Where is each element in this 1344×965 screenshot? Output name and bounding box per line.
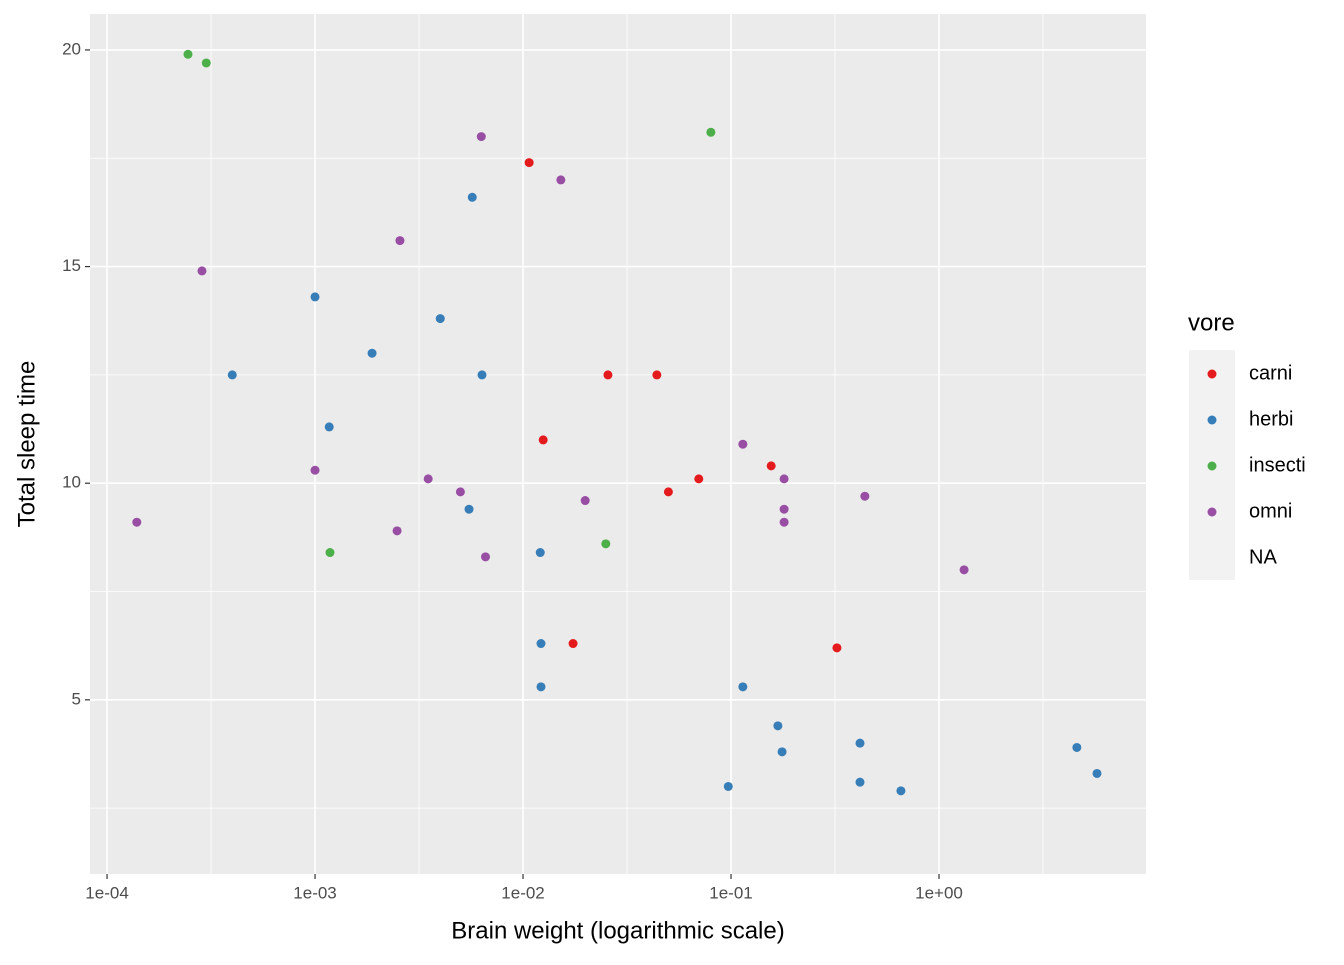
x-tick-label: 1e-01 — [709, 883, 752, 902]
point — [779, 504, 789, 514]
point — [477, 370, 487, 380]
point — [524, 158, 534, 168]
point — [694, 474, 704, 484]
point — [536, 639, 546, 649]
point — [855, 777, 865, 787]
point — [480, 552, 490, 562]
x-axis-title: Brain weight (logarithmic scale) — [451, 917, 784, 944]
point — [310, 465, 320, 475]
points — [132, 49, 1102, 796]
point — [556, 175, 566, 185]
point — [706, 127, 716, 137]
point — [455, 487, 465, 497]
point — [324, 422, 334, 432]
point — [536, 682, 546, 692]
point — [568, 639, 578, 649]
point — [663, 487, 673, 497]
legend-key — [1207, 415, 1217, 425]
point — [423, 474, 433, 484]
y-tick-label: 5 — [72, 689, 81, 708]
y-tick-label: 10 — [62, 473, 81, 492]
point — [535, 548, 545, 558]
point — [197, 266, 207, 276]
x-tick-label: 1e-04 — [85, 883, 128, 902]
point — [464, 504, 474, 514]
point — [738, 439, 748, 449]
point — [132, 517, 142, 527]
point — [435, 314, 445, 324]
legend-key — [1207, 369, 1217, 379]
y-tick-label: 15 — [62, 256, 81, 275]
x-tick-label: 1e-03 — [293, 883, 336, 902]
point — [538, 435, 548, 445]
legend-title: vore — [1188, 309, 1235, 336]
legend-label: insecti — [1249, 454, 1306, 476]
legend-key — [1207, 507, 1217, 517]
point — [227, 370, 237, 380]
point — [310, 292, 320, 302]
point — [855, 738, 865, 748]
grid — [90, 14, 1146, 874]
legend-label: carni — [1249, 362, 1292, 384]
point — [476, 132, 486, 142]
point — [1092, 768, 1102, 778]
point — [860, 491, 870, 501]
point — [392, 526, 402, 536]
point — [777, 747, 787, 757]
point — [395, 236, 405, 246]
legend-label: herbi — [1249, 408, 1293, 430]
point — [467, 192, 477, 202]
point — [201, 58, 211, 68]
point — [766, 461, 776, 471]
plot-panel — [90, 14, 1146, 874]
point — [738, 682, 748, 692]
point — [1072, 742, 1082, 752]
point — [959, 565, 969, 575]
legend-label: omni — [1249, 500, 1292, 522]
point — [832, 643, 842, 653]
point — [773, 721, 783, 731]
point — [325, 548, 335, 558]
point — [896, 786, 906, 796]
y-axis-title: Total sleep time — [13, 361, 40, 528]
point — [652, 370, 662, 380]
point — [601, 539, 611, 549]
point — [183, 49, 193, 59]
legend: carni herbi insecti omni NA — [1207, 362, 1306, 568]
legend-key — [1207, 461, 1217, 471]
point — [779, 474, 789, 484]
x-tick-label: 1e-02 — [501, 883, 544, 902]
legend-label: NA — [1249, 546, 1277, 568]
point — [367, 348, 377, 358]
y-tick-label: 20 — [62, 39, 81, 58]
point — [580, 496, 590, 506]
x-tick-label: 1e+00 — [915, 883, 963, 902]
point — [603, 370, 613, 380]
point — [779, 517, 789, 527]
point — [723, 781, 733, 791]
